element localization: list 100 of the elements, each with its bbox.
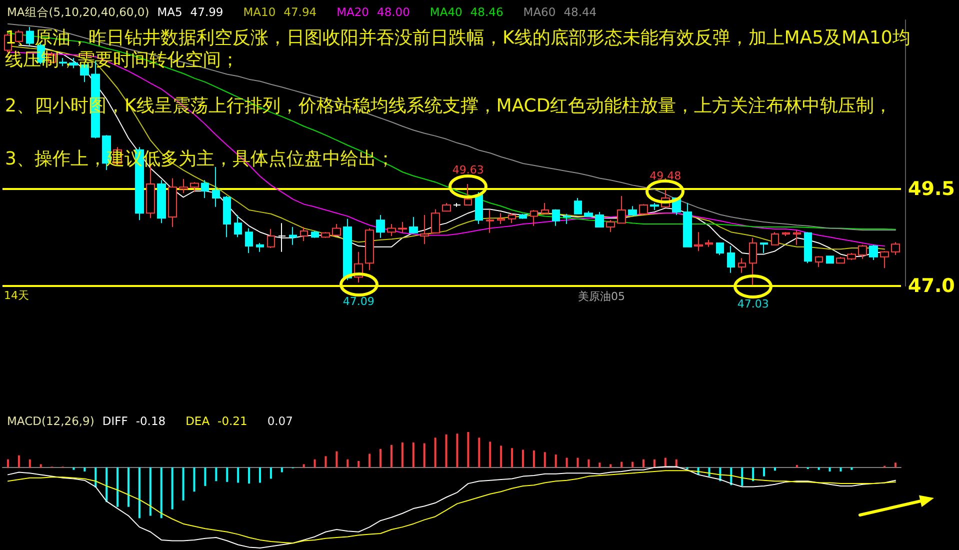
candlestick — [278, 222, 286, 252]
candlestick — [332, 223, 341, 236]
candlestick — [858, 244, 867, 260]
candlestick — [190, 182, 199, 193]
candlestick — [420, 214, 429, 245]
bar — [588, 459, 590, 468]
candlestick — [541, 202, 549, 214]
text: 48.44 — [564, 5, 597, 19]
candlestick — [639, 204, 648, 214]
bar — [314, 459, 316, 468]
annotation: 47.03 — [737, 297, 769, 310]
bar — [302, 464, 305, 468]
bar — [28, 459, 31, 468]
bar — [346, 459, 349, 468]
bar — [544, 452, 546, 468]
bar — [522, 450, 524, 468]
bar — [6, 459, 9, 468]
candlestick — [256, 242, 264, 252]
bar — [774, 467, 776, 471]
candlestick — [475, 192, 483, 224]
annotation: 49.63 — [452, 164, 484, 177]
text: MA10 — [243, 5, 276, 19]
candlestick — [453, 202, 461, 208]
candlestick — [442, 202, 451, 212]
candlestick — [552, 208, 560, 226]
candlestick — [530, 210, 538, 226]
bar — [478, 438, 480, 468]
candlestick — [343, 218, 352, 281]
bar — [324, 456, 327, 468]
bar — [182, 467, 184, 500]
bar — [84, 467, 86, 472]
legend-title: MACD(12,26,9) — [7, 414, 94, 428]
bar — [204, 467, 206, 486]
bar — [40, 464, 42, 468]
bar — [193, 467, 196, 492]
candlestick — [321, 232, 330, 238]
candlestick — [431, 208, 440, 234]
bar — [160, 467, 162, 518]
candlestick — [716, 242, 724, 256]
bar — [368, 454, 371, 468]
candlestick — [650, 202, 659, 210]
candlestick — [738, 258, 746, 274]
candlestick — [694, 232, 703, 252]
bar — [215, 467, 218, 482]
candlestick — [486, 210, 494, 234]
candlestick — [168, 178, 177, 228]
text: -0.18 — [136, 414, 166, 428]
bar — [642, 459, 645, 468]
candlestick — [683, 202, 692, 248]
text: MA40 — [430, 5, 462, 19]
bar — [336, 451, 338, 468]
candlestick — [300, 226, 308, 242]
candlestick — [157, 180, 166, 224]
candlestick — [223, 196, 231, 238]
candlestick — [179, 178, 188, 194]
y-tick-label: 47.0 — [908, 275, 955, 297]
candlestick — [289, 226, 297, 246]
candlestick — [376, 214, 385, 238]
text: 47.94 — [284, 5, 317, 19]
bar — [106, 467, 108, 502]
bar — [850, 467, 853, 470]
bar — [752, 467, 754, 482]
bar — [280, 467, 283, 472]
candlestick — [201, 180, 209, 198]
candlestick — [464, 184, 472, 206]
text: 14天 — [4, 289, 29, 302]
candlestick — [584, 210, 593, 218]
bar — [270, 467, 272, 479]
text: 美原油05 — [578, 290, 625, 303]
text: 0.07 — [267, 414, 293, 428]
bar — [566, 458, 568, 468]
bar — [72, 467, 75, 470]
bar — [532, 450, 535, 468]
candlestick — [771, 232, 779, 246]
candlestick — [869, 244, 878, 261]
bar — [500, 446, 502, 468]
text: 47.99 — [190, 5, 224, 19]
bar — [489, 442, 492, 468]
text: MA20 — [336, 5, 370, 19]
candlestick — [519, 213, 527, 220]
text: DIFF — [102, 414, 128, 428]
bar — [171, 467, 174, 510]
annotation: 47.09 — [342, 295, 374, 308]
bar — [828, 467, 831, 472]
bar — [763, 467, 766, 476]
bar — [149, 467, 152, 516]
candlestick — [836, 256, 845, 264]
y-tick-label: 49.5 — [908, 178, 955, 200]
bar — [511, 448, 514, 468]
text: 48.00 — [377, 5, 410, 19]
bar — [226, 467, 228, 482]
candlestick — [804, 232, 812, 264]
candlestick — [409, 216, 418, 234]
annotation: 49.48 — [650, 169, 682, 182]
bar — [138, 467, 140, 518]
candlestick — [234, 214, 242, 238]
bar — [380, 448, 382, 468]
text: MA60 — [523, 5, 556, 19]
bar — [576, 458, 579, 468]
candlestick — [727, 246, 735, 274]
